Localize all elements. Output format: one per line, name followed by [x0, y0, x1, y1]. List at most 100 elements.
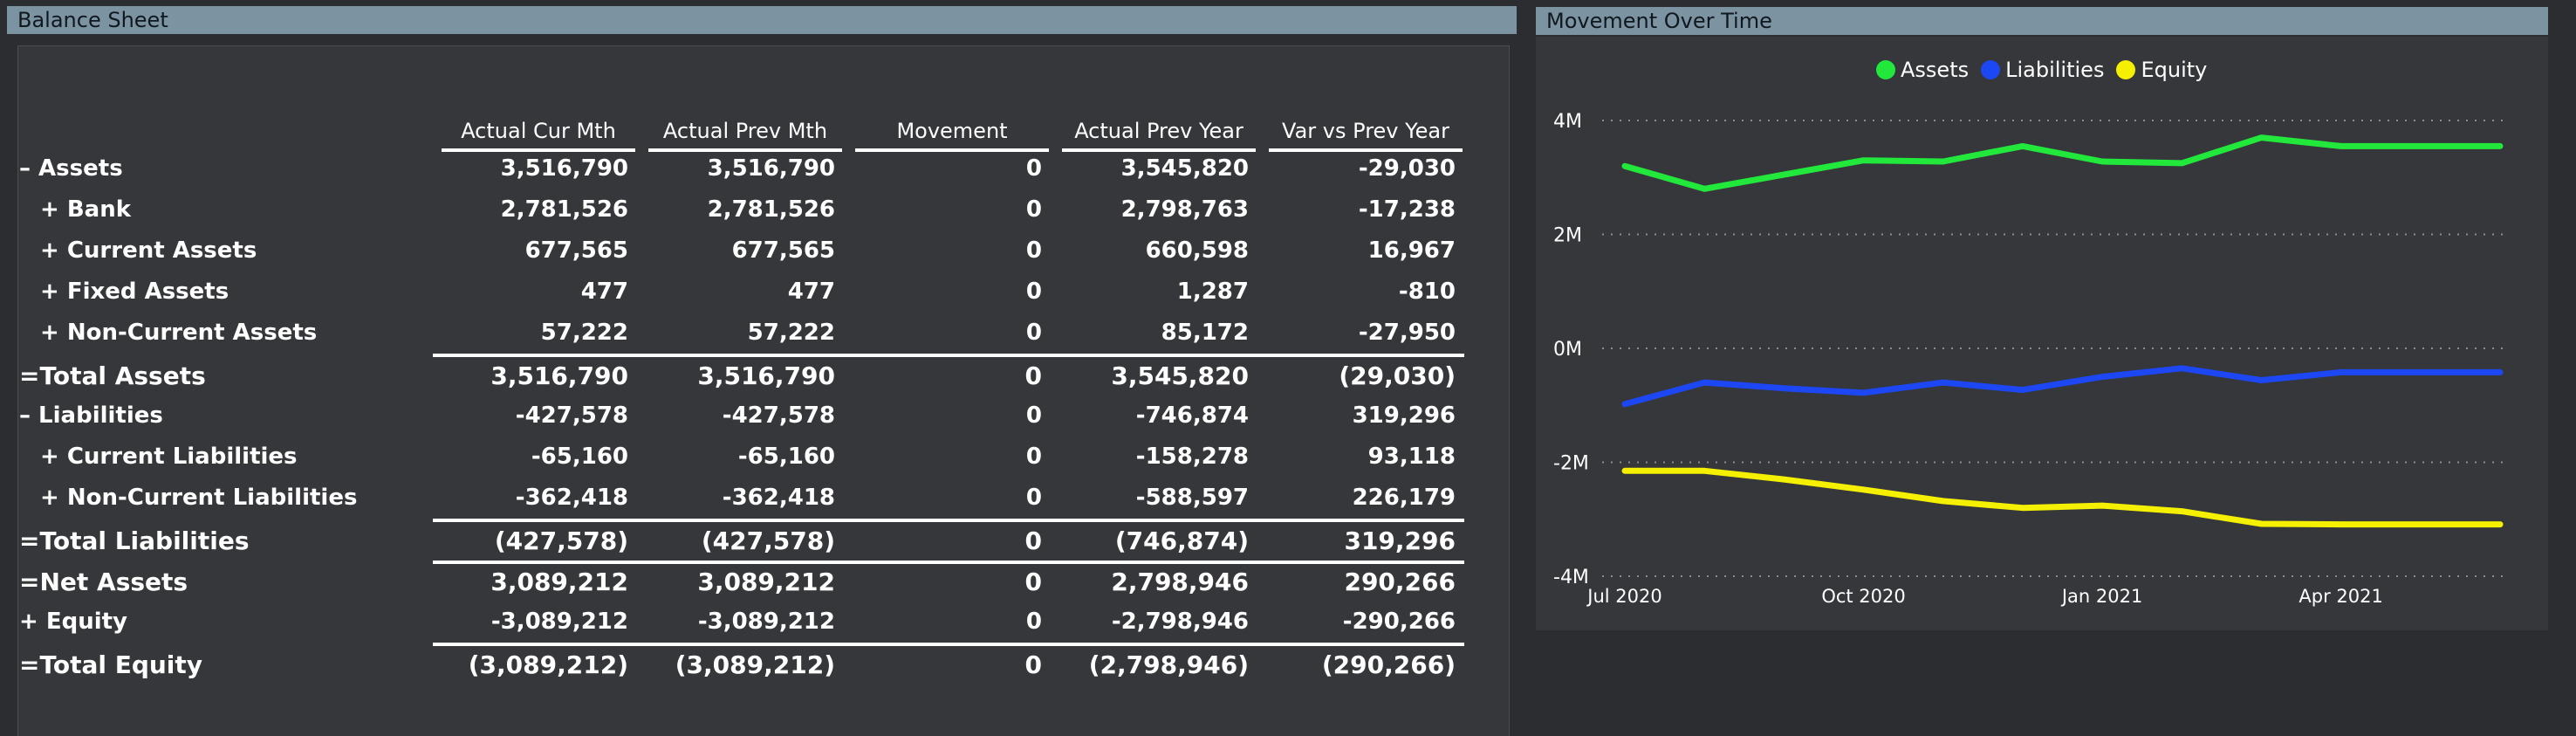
row-label-net-assets: =Net Assets: [19, 567, 188, 596]
cell-non-current-liabilities-col1: -362,418: [722, 485, 835, 511]
balance-sheet-table: [17, 45, 1510, 736]
column-header-actual-prev-mth[interactable]: Actual Prev Mth: [648, 113, 842, 152]
cell-non-current-liabilities-col4: 226,179: [1352, 485, 1456, 511]
cell-fixed-assets-col2: 0: [1025, 279, 1042, 305]
total-equity-separator: [433, 643, 1464, 646]
row-label-current-assets[interactable]: + Current Assets: [40, 237, 257, 264]
cell-equity-col3: -2,798,946: [1111, 609, 1249, 635]
cell-bank-col0: 2,781,526: [500, 196, 628, 223]
row-label-non-current-assets[interactable]: + Non-Current Assets: [40, 320, 318, 346]
cell-non-current-assets-col0: 57,222: [540, 320, 628, 346]
cell-current-assets-col1: 677,565: [731, 237, 835, 264]
cell-total-liabilities-col1: (427,578): [701, 526, 835, 555]
cell-current-liabilities-col3: -158,278: [1135, 444, 1249, 470]
movement-chart-header: Movement Over Time: [1536, 7, 2548, 35]
cell-liabilities-col0: -427,578: [515, 402, 628, 429]
row-label-assets[interactable]: – Assets: [19, 155, 123, 182]
movement-chart-title: Movement Over Time: [1546, 9, 1772, 33]
column-header-actual-cur-mth[interactable]: Actual Cur Mth: [442, 113, 635, 152]
cell-total-equity-col1: (3,089,212): [675, 650, 835, 679]
balance-sheet-header: Balance Sheet: [7, 6, 1517, 34]
cell-total-assets-col0: 3,516,790: [490, 361, 628, 390]
cell-fixed-assets-col3: 1,287: [1176, 279, 1249, 305]
cell-non-current-assets-col4: -27,950: [1358, 320, 1456, 346]
legend-item-equity[interactable]: Equity: [2116, 58, 2207, 82]
cell-current-assets-col4: 16,967: [1367, 237, 1456, 264]
legend-swatch-assets: [1876, 60, 1895, 79]
cell-total-equity-col0: (3,089,212): [468, 650, 628, 679]
cell-liabilities-col1: -427,578: [722, 402, 835, 429]
chart-legend: Assets Liabilities Equity: [1876, 58, 2207, 82]
legend-swatch-equity: [2116, 60, 2136, 79]
cell-current-liabilities-col4: 93,118: [1367, 444, 1456, 470]
cell-bank-col2: 0: [1025, 196, 1042, 223]
cell-total-assets-col2: 0: [1024, 361, 1042, 390]
row-label-total-liabilities: =Total Liabilities: [19, 526, 250, 555]
cell-total-liabilities-col4: 319,296: [1344, 526, 1456, 555]
cell-total-liabilities-col2: 0: [1024, 526, 1042, 555]
cell-total-equity-col3: (2,798,946): [1088, 650, 1249, 679]
cell-equity-col1: -3,089,212: [697, 609, 835, 635]
cell-non-current-liabilities-col2: 0: [1025, 485, 1042, 511]
cell-assets-col0: 3,516,790: [500, 155, 628, 182]
column-header-var-vs-prev-year[interactable]: Var vs Prev Year: [1269, 113, 1463, 152]
cell-non-current-assets-col1: 57,222: [747, 320, 835, 346]
cell-current-assets-col0: 677,565: [524, 237, 628, 264]
cell-fixed-assets-col4: -810: [1398, 279, 1456, 305]
legend-label-equity: Equity: [2141, 58, 2208, 82]
cell-fixed-assets-col0: 477: [580, 279, 628, 305]
cell-total-equity-col4: (290,266): [1321, 650, 1456, 679]
row-label-bank[interactable]: + Bank: [40, 196, 131, 223]
net-assets-separator: [433, 561, 1464, 564]
cell-liabilities-col2: 0: [1025, 402, 1042, 429]
row-label-equity[interactable]: + Equity: [19, 609, 128, 635]
cell-non-current-assets-col3: 85,172: [1161, 320, 1249, 346]
row-label-total-equity: =Total Equity: [19, 650, 203, 679]
cell-net-assets-col0: 3,089,212: [490, 567, 628, 596]
total-assets-separator: [433, 354, 1464, 357]
cell-non-current-liabilities-col0: -362,418: [515, 485, 628, 511]
cell-net-assets-col3: 2,798,946: [1111, 567, 1249, 596]
cell-fixed-assets-col1: 477: [787, 279, 835, 305]
cell-total-assets-col1: 3,516,790: [697, 361, 835, 390]
cell-assets-col1: 3,516,790: [707, 155, 835, 182]
row-label-non-current-liabilities[interactable]: + Non-Current Liabilities: [40, 485, 358, 511]
cell-current-liabilities-col2: 0: [1025, 444, 1042, 470]
row-label-fixed-assets[interactable]: + Fixed Assets: [40, 279, 230, 305]
cell-equity-col0: -3,089,212: [490, 609, 628, 635]
cell-assets-col2: 0: [1025, 155, 1042, 182]
cell-net-assets-col4: 290,266: [1344, 567, 1456, 596]
cell-liabilities-col4: 319,296: [1352, 402, 1456, 429]
cell-net-assets-col1: 3,089,212: [697, 567, 835, 596]
column-header-actual-prev-year[interactable]: Actual Prev Year: [1062, 113, 1256, 152]
cell-bank-col1: 2,781,526: [707, 196, 835, 223]
cell-non-current-assets-col2: 0: [1025, 320, 1042, 346]
legend-label-assets: Assets: [1901, 58, 1970, 82]
legend-label-liabilities: Liabilities: [2005, 58, 2105, 82]
row-label-total-assets: =Total Assets: [19, 361, 206, 390]
cell-current-assets-col2: 0: [1025, 237, 1042, 264]
row-label-current-liabilities[interactable]: + Current Liabilities: [40, 444, 298, 470]
cell-total-liabilities-col0: (427,578): [494, 526, 628, 555]
column-header-movement[interactable]: Movement: [855, 113, 1049, 152]
cell-equity-col2: 0: [1025, 609, 1042, 635]
legend-item-assets[interactable]: Assets: [1876, 58, 1969, 82]
cell-total-liabilities-col3: (746,874): [1114, 526, 1249, 555]
cell-total-assets-col4: (29,030): [1339, 361, 1456, 390]
cell-liabilities-col3: -746,874: [1135, 402, 1249, 429]
balance-sheet-title: Balance Sheet: [17, 8, 168, 32]
cell-current-liabilities-col0: -65,160: [531, 444, 628, 470]
cell-net-assets-col2: 0: [1024, 567, 1042, 596]
movement-chart-area: [1536, 37, 2548, 630]
cell-assets-col3: 3,545,820: [1120, 155, 1249, 182]
cell-bank-col4: -17,238: [1358, 196, 1456, 223]
cell-non-current-liabilities-col3: -588,597: [1135, 485, 1249, 511]
legend-item-liabilities[interactable]: Liabilities: [1981, 58, 2104, 82]
cell-total-assets-col3: 3,545,820: [1111, 361, 1249, 390]
cell-current-liabilities-col1: -65,160: [737, 444, 835, 470]
cell-assets-col4: -29,030: [1358, 155, 1456, 182]
cell-current-assets-col3: 660,598: [1145, 237, 1249, 264]
cell-equity-col4: -290,266: [1342, 609, 1456, 635]
row-label-liabilities[interactable]: – Liabilities: [19, 402, 163, 429]
cell-total-equity-col2: 0: [1024, 650, 1042, 679]
